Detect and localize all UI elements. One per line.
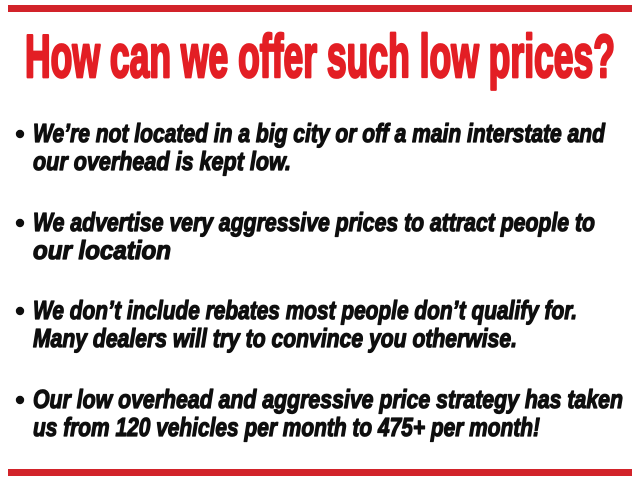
bullet-3-line-1: We don’t include rebates most people don… bbox=[33, 295, 577, 325]
bullet-dot bbox=[15, 218, 25, 228]
bullet-1-line-1: We’re not located in a big city or off a… bbox=[33, 118, 606, 148]
bullet-3-line-2: Many dealers will try to convince you ot… bbox=[33, 323, 517, 353]
bullet-dot bbox=[15, 129, 25, 139]
bullet-1-line-2: our overhead is kept low. bbox=[33, 146, 291, 176]
bullet-2-line-1: We advertise very aggressive prices to a… bbox=[33, 207, 595, 237]
top-red-bar bbox=[8, 5, 632, 12]
bullet-4-line-2: us from 120 vehicles per month to 475+ p… bbox=[33, 412, 540, 442]
bullet-dot bbox=[15, 395, 25, 405]
bottom-red-bar bbox=[8, 469, 632, 476]
bullet-4-line-1: Our low overhead and aggressive price st… bbox=[33, 384, 623, 414]
page-title: How can we offer such low prices? bbox=[25, 23, 615, 90]
bullet-2-line-2: our location bbox=[33, 235, 171, 265]
bullet-dot bbox=[15, 306, 25, 316]
